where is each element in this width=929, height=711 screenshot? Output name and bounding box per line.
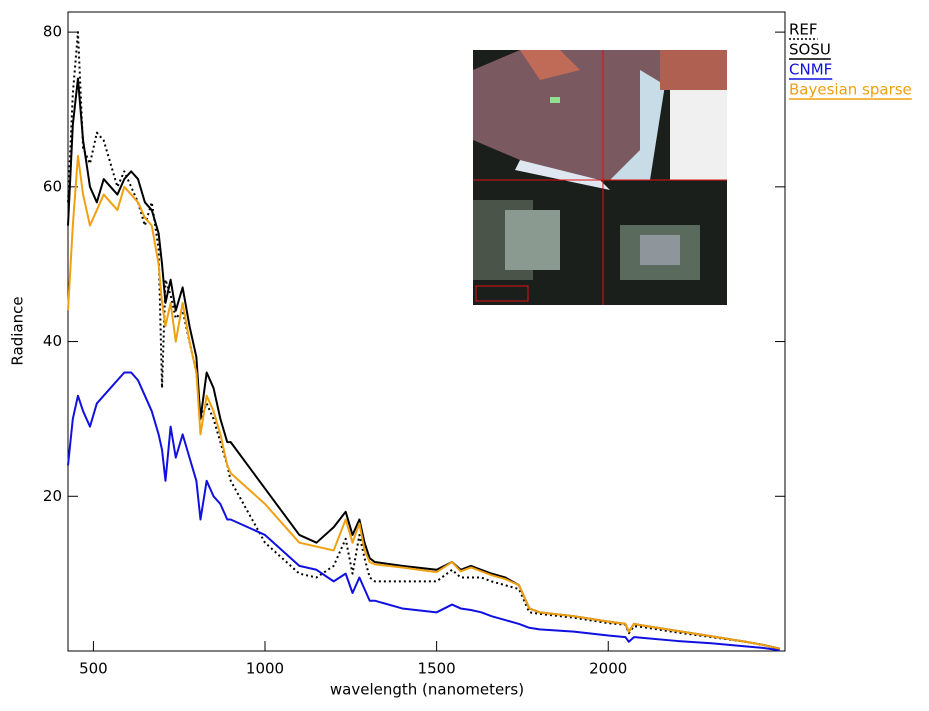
series-line bbox=[67, 371, 780, 652]
x-tick-label: 2000 bbox=[589, 660, 627, 678]
inset-image bbox=[473, 50, 727, 305]
legend-label: REF bbox=[789, 21, 818, 39]
x-tick-label: 1000 bbox=[246, 660, 284, 678]
x-axis-label: wavelength (nanometers) bbox=[330, 681, 524, 699]
y-axis-label: Radiance bbox=[9, 296, 27, 365]
series-line bbox=[67, 31, 781, 650]
y-tick-label: 40 bbox=[43, 332, 62, 350]
x-tick-label: 500 bbox=[79, 660, 108, 678]
y-tick-label: 20 bbox=[43, 487, 62, 505]
legend-label: SOSU bbox=[789, 41, 831, 59]
plot-frame bbox=[67, 11, 786, 652]
legend-label: Bayesian sparse bbox=[789, 81, 912, 99]
y-tick-label: 80 bbox=[43, 23, 62, 41]
series-line bbox=[67, 154, 781, 650]
x-tick-label: 1500 bbox=[418, 660, 456, 678]
legend-label: CNMF bbox=[789, 61, 832, 79]
y-tick-label: 60 bbox=[43, 177, 62, 195]
